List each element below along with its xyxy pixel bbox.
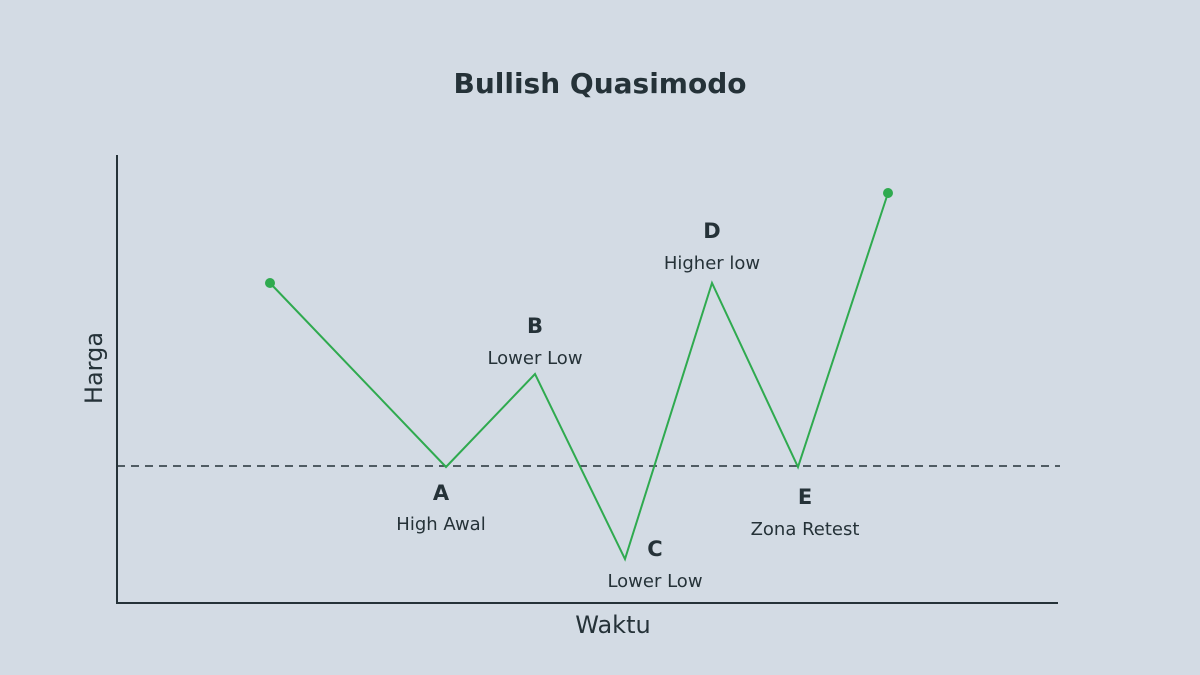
point-letter: C bbox=[647, 537, 662, 561]
x-axis-label: Waktu bbox=[575, 611, 650, 639]
point-label: Zona Retest bbox=[751, 519, 860, 540]
title: Bullish Quasimodo bbox=[453, 67, 746, 100]
point-label: High Awal bbox=[396, 514, 485, 535]
point-letter: B bbox=[527, 314, 543, 338]
point-label: Lower Low bbox=[607, 571, 702, 592]
point-letter: A bbox=[433, 481, 450, 505]
point-label: Higher low bbox=[664, 253, 760, 274]
point-letter: E bbox=[798, 485, 812, 509]
end-point bbox=[883, 188, 893, 198]
price-path bbox=[269, 192, 889, 562]
point-letter: D bbox=[703, 219, 720, 243]
y-axis-label: Harga bbox=[80, 332, 108, 404]
start-point bbox=[265, 278, 275, 288]
point-label: Lower Low bbox=[487, 348, 582, 369]
